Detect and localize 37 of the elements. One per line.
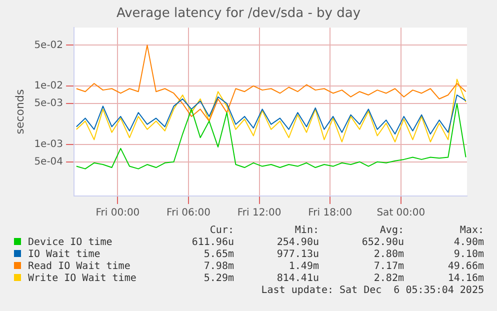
y-tick-label: 5e-02: [34, 40, 64, 51]
text: 611.96u: [190, 237, 234, 249]
text: 1.49m: [288, 261, 319, 273]
text: 2.80m: [372, 249, 404, 261]
text: 9.10m: [452, 249, 484, 261]
text: 5.65m: [202, 249, 234, 261]
text: 49.66m: [446, 261, 484, 273]
text: 652.90u: [360, 237, 404, 249]
text: 7.17m: [372, 261, 404, 273]
text: 5.29m: [202, 273, 234, 285]
x-tick-label: Fri 12:00: [237, 208, 282, 219]
x-tick-label: Sat 00:00: [376, 208, 426, 219]
x-tick-label: Fri 00:00: [96, 208, 140, 219]
text: 14.16m: [446, 273, 484, 285]
text: Avg:: [378, 225, 404, 237]
text: 4.90m: [452, 237, 484, 249]
text: Cur:: [208, 225, 234, 237]
text: Max:: [458, 225, 484, 237]
legend-label: IO Wait time: [27, 249, 102, 261]
y-tick-label: 1e-03: [34, 138, 64, 150]
x-tick-label: Fri 06:00: [166, 208, 210, 219]
x-tick-label: Fri 18:00: [308, 208, 352, 219]
legend-label: Device IO time: [27, 237, 114, 249]
y-tick-label: 1e-02: [34, 80, 64, 92]
chart-title: Average latency for /dev/sda - by day: [116, 6, 361, 22]
legend-label: Read IO Wait time: [27, 261, 132, 273]
legend-label: Write IO Wait time: [27, 273, 138, 285]
text: 814.41u: [276, 273, 319, 285]
y-tick-label: 5e-04: [34, 156, 64, 168]
y-axis-title: seconds: [13, 89, 26, 134]
y-tick-label: 5e-03: [34, 98, 64, 110]
text: 7.98m: [202, 261, 234, 273]
text: Min:: [294, 225, 319, 237]
text: 254.90u: [276, 237, 319, 249]
text: Last update: Sat Dec 6 05:35:04 2025: [261, 285, 484, 296]
text: 2.82m: [372, 273, 404, 285]
text: 977.13u: [276, 249, 319, 261]
